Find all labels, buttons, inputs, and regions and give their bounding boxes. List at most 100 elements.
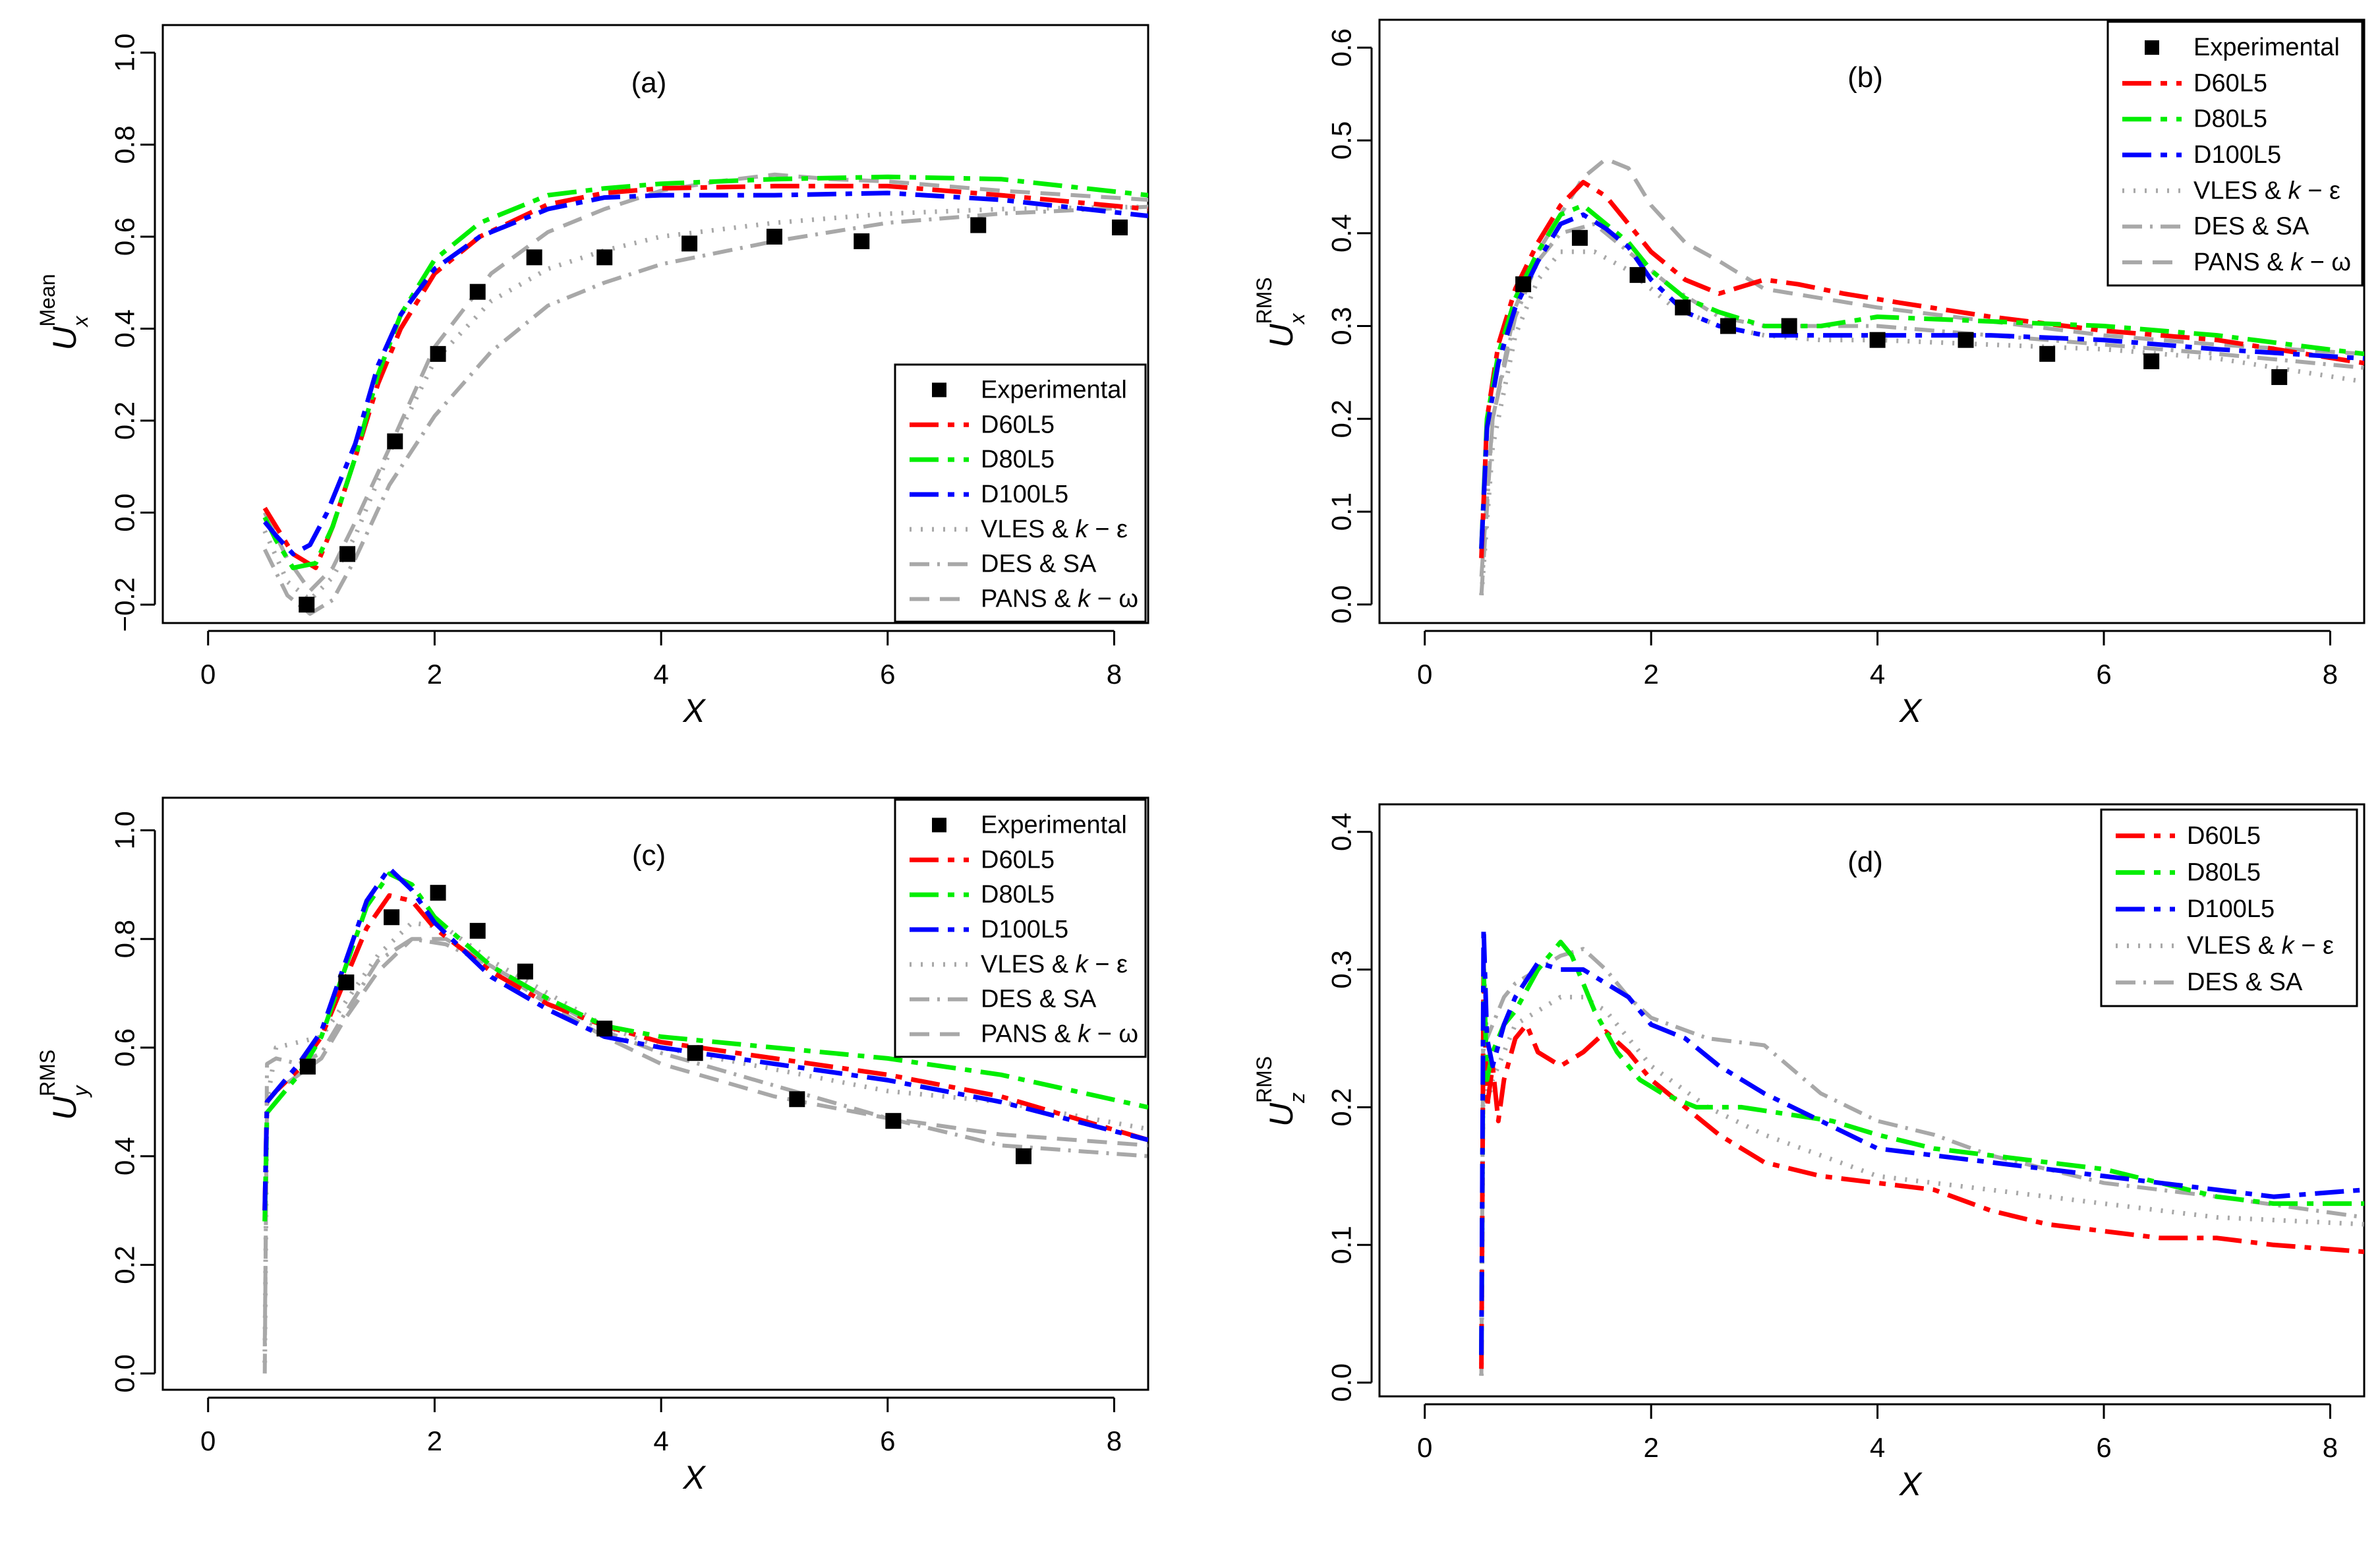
y-tick-label: 0.0: [109, 1354, 140, 1392]
y-tick-label: 1.0: [109, 34, 140, 72]
legend-label: D100L5: [2193, 141, 2281, 169]
y-tick-label: 0.0: [1326, 1363, 1357, 1402]
legend-key: [932, 382, 946, 398]
x-tick-label: 0: [1417, 659, 1432, 690]
y-axis-title-main: U: [46, 326, 83, 351]
experimental-point: [682, 235, 698, 252]
series-line-d80l5: [262, 871, 1148, 1222]
experimental-point: [1869, 332, 1886, 348]
y-axis-title-main: U: [46, 1096, 83, 1120]
x-axis-title: X: [682, 692, 706, 729]
legend-label: D60L5: [981, 846, 1055, 874]
y-tick-label: 0.4: [109, 1137, 140, 1176]
series-line-des: [263, 204, 1148, 616]
experimental-point: [1629, 267, 1646, 283]
panel-label: (a): [631, 67, 667, 99]
experimental-point: [854, 233, 870, 249]
x-tick-label: 2: [1643, 659, 1658, 690]
legend-label: PANS & k − ω: [2193, 249, 2351, 276]
x-tick-label: 2: [427, 1425, 442, 1456]
legend-label: D60L5: [2187, 822, 2261, 850]
x-tick-label: 8: [1107, 1425, 1122, 1456]
x-tick-label: 8: [2323, 659, 2338, 690]
y-tick-label: 0.5: [1326, 121, 1357, 160]
series-line-d100l5: [262, 866, 1148, 1211]
experimental-point: [469, 283, 486, 300]
y-tick-label: 0.4: [1326, 214, 1357, 253]
legend-label: VLES & k − ε: [2187, 932, 2334, 960]
y-axis-title-sub: x: [69, 316, 92, 328]
legend-label: Experimental: [981, 811, 1127, 839]
plot-frame: [1378, 18, 2365, 624]
x-tick-label: 6: [2096, 1432, 2111, 1463]
series-line-pans: [263, 172, 1148, 593]
y-tick-label: 0.0: [1326, 585, 1357, 624]
y-tick-label: 0.1: [1326, 492, 1357, 531]
experimental-point: [1015, 1148, 1031, 1164]
legend-label: D80L5: [981, 881, 1055, 908]
experimental-point: [885, 1113, 902, 1129]
legend-label: Experimental: [981, 376, 1127, 403]
experimental-point: [338, 974, 355, 991]
experimental-point: [1571, 229, 1588, 246]
series-line-d100l5: [1479, 212, 2364, 549]
plot-frame: [161, 796, 1149, 1391]
panel-label: (c): [632, 839, 666, 872]
y-axis-title-main: U: [1263, 324, 1300, 348]
legend-marker: [932, 818, 946, 833]
legend-key: [932, 818, 946, 833]
x-tick-label: 4: [653, 1425, 668, 1456]
series-line-des: [262, 937, 1148, 1374]
experimental-point: [1112, 219, 1128, 235]
series-line-d80l5: [262, 174, 1148, 570]
y-tick-label: 0.1: [1326, 1226, 1357, 1264]
plot-frame: [1378, 803, 2365, 1398]
legend-label: D60L5: [981, 411, 1055, 438]
legend-label: VLES & k − ε: [981, 516, 1128, 543]
experimental-point: [1781, 318, 1797, 334]
series-line-vles: [1479, 249, 2364, 596]
legend: D60L5 D80L5 D100L5 VLES & k − ε DES & SA: [2100, 808, 2358, 1007]
legend-marker: [932, 382, 946, 398]
x-axis-title: X: [1899, 692, 1923, 729]
legend: Experimental D60L5 D80L5 D100L5 VLES & k − ε…: [2106, 20, 2364, 287]
series-line-d80l5: [1479, 203, 2364, 549]
y-tick-label: 0.2: [109, 402, 140, 440]
series-line-des: [1479, 947, 2364, 1376]
y-tick-label: 0.6: [109, 218, 140, 256]
experimental-point: [1958, 332, 1974, 348]
experimental-point: [2271, 369, 2288, 385]
experimental-point: [387, 433, 403, 450]
y-axis-title-sub: x: [1285, 313, 1309, 326]
x-tick-label: 4: [1870, 1432, 1885, 1463]
y-tick-label: 0.6: [109, 1028, 140, 1067]
legend-key: [2145, 40, 2159, 55]
experimental-point: [517, 963, 533, 980]
plot-area: [262, 172, 1148, 616]
legend-marker: [2145, 40, 2159, 55]
legend-label: VLES & k − ε: [2193, 177, 2340, 204]
legend-label: VLES & k − ε: [981, 951, 1128, 978]
x-tick-label: 0: [1417, 1432, 1432, 1463]
experimental-point: [299, 597, 315, 613]
experimental-point: [1675, 299, 1691, 316]
y-axis-title-sup: Mean: [36, 274, 59, 326]
experimental-point: [766, 228, 782, 245]
y-axis-title-sub: y: [69, 1085, 92, 1098]
experimental-point: [526, 249, 542, 266]
legend-label: DES & SA: [2187, 968, 2303, 996]
x-tick-label: 8: [2323, 1432, 2338, 1463]
experimental-point: [687, 1045, 703, 1061]
x-tick-label: 2: [427, 659, 442, 690]
y-tick-label: 0.4: [1326, 813, 1357, 851]
legend-label: D100L5: [981, 916, 1068, 943]
experimental-point: [2039, 345, 2056, 362]
series-line-vles: [1479, 994, 2364, 1376]
